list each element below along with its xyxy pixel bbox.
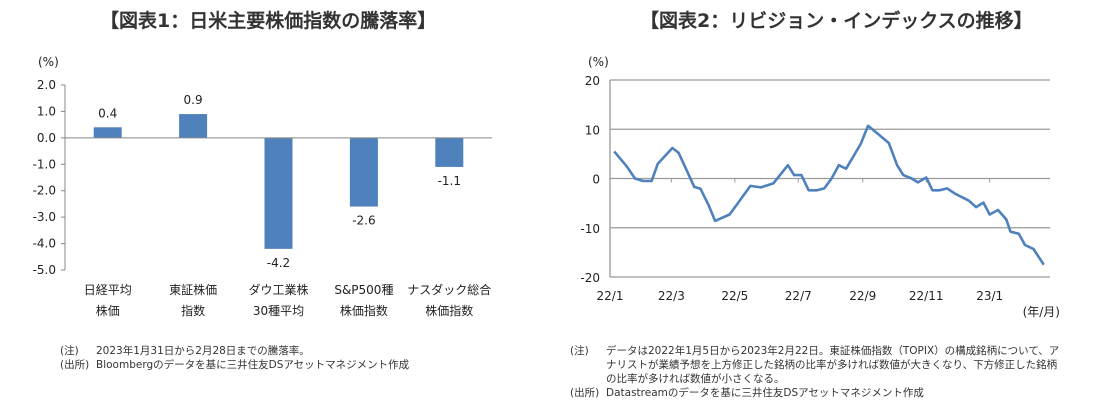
y-tick-label: -5.0 bbox=[33, 263, 56, 277]
note-text: 2023年1月31日から2月28日までの騰落率。 bbox=[96, 345, 310, 357]
category-label: 株価指数 bbox=[340, 303, 388, 318]
source-text: Datastreamのデータを基に三井住友DSアセットマネジメント作成 bbox=[606, 387, 924, 399]
category-label: 指数 bbox=[181, 303, 205, 318]
y-tick-label: 1.0 bbox=[37, 104, 56, 118]
source-text: Bloombergのデータを基に三井住友DSアセットマネジメント作成 bbox=[96, 359, 410, 371]
y-tick-label: 0 bbox=[592, 173, 600, 187]
chart1-notes: (注) 2023年1月31日から2月28日までの騰落率。 (出所) Bloomber… bbox=[60, 344, 480, 372]
category-label: 株価 bbox=[96, 303, 120, 318]
data-label: -4.2 bbox=[267, 256, 290, 270]
data-label: 0.4 bbox=[98, 106, 117, 120]
category-label: 30種平均 bbox=[253, 304, 304, 318]
bar bbox=[264, 137, 293, 249]
y-tick-label: 10 bbox=[585, 123, 600, 137]
chart1-title: 【図表1：日米主要株価指数の騰落率】 bbox=[100, 10, 437, 32]
note-key: (注) bbox=[570, 345, 589, 357]
y-tick-label: -10 bbox=[580, 222, 600, 236]
x-tick-label: 23/1 bbox=[976, 289, 1003, 303]
category-label: 株価指数 bbox=[425, 303, 473, 318]
category-label: 東証株価 bbox=[169, 282, 217, 297]
y-tick-label: -4.0 bbox=[33, 237, 56, 251]
note-key: (注) bbox=[60, 345, 79, 357]
revision-index-line bbox=[613, 124, 1045, 266]
x-tick-label: 22/11 bbox=[909, 289, 944, 303]
data-label: 0.9 bbox=[184, 93, 203, 107]
y-tick-label: 0.0 bbox=[37, 131, 56, 145]
y-tick-label: -20 bbox=[580, 271, 600, 285]
x-tick-label: 22/1 bbox=[597, 289, 624, 303]
note-text: データは2022年1月5日から2023年2月22日。東証株価指数（TOPIX）の… bbox=[606, 345, 1060, 385]
bar bbox=[179, 114, 208, 138]
y-tick-label: -1.0 bbox=[33, 157, 56, 171]
x-tick-label: 22/3 bbox=[658, 289, 685, 303]
x-tick-label: 22/7 bbox=[785, 289, 812, 303]
data-label: -1.1 bbox=[438, 174, 461, 188]
data-label: -2.6 bbox=[352, 214, 375, 228]
source-key: (出所) bbox=[570, 387, 600, 399]
bar bbox=[435, 137, 464, 167]
x-axis-unit: (年/月) bbox=[1023, 305, 1060, 319]
y-axis-unit: (%) bbox=[588, 55, 609, 69]
y-tick-label: -3.0 bbox=[33, 210, 56, 224]
bar bbox=[349, 137, 378, 207]
chart2-title: 【図表2：リビジョン・インデックスの推移】 bbox=[640, 10, 1033, 32]
y-tick-label: 20 bbox=[585, 74, 600, 88]
chart2-notes: (注) データは2022年1月5日から2023年2月22日。東証株価指数（TOPI… bbox=[570, 344, 1060, 400]
x-tick-label: 22/5 bbox=[721, 289, 748, 303]
category-label: 日経平均 bbox=[84, 283, 132, 297]
source-key: (出所) bbox=[60, 359, 90, 371]
y-axis-unit: (%) bbox=[38, 55, 59, 69]
y-tick-label: 2.0 bbox=[37, 78, 56, 92]
category-label: S&P500種 bbox=[334, 283, 393, 297]
category-label: ナスダック総合 bbox=[407, 282, 491, 297]
x-tick-label: 22/9 bbox=[849, 289, 876, 303]
bar bbox=[93, 127, 122, 138]
category-label: ダウ工業株 bbox=[248, 282, 308, 297]
y-tick-label: -2.0 bbox=[33, 184, 56, 198]
